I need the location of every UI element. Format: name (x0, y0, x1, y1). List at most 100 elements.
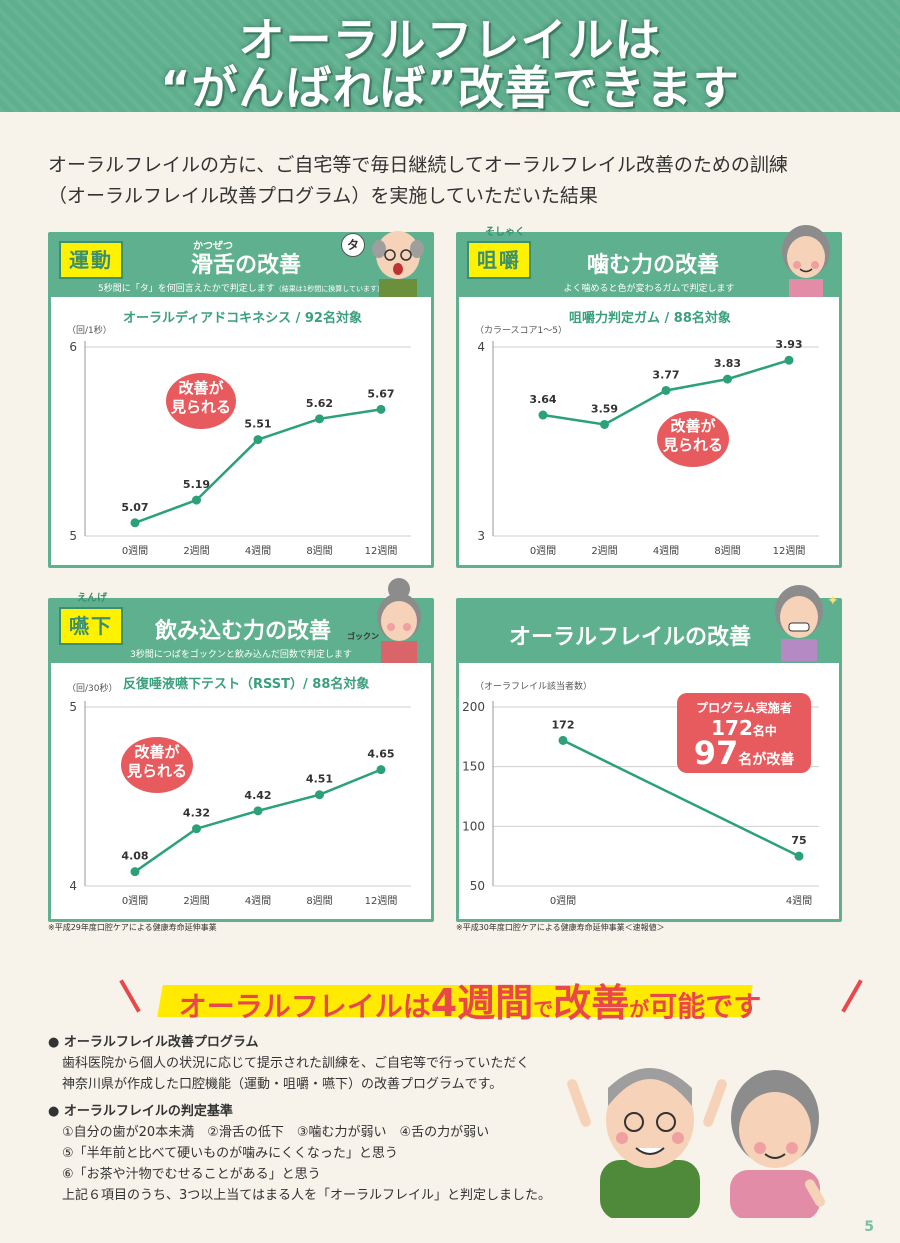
panel-chewing: 咀嚼 そしゃく 噛む力の改善 よく噛めると色が変わるガムで判定します 咀嚼力判定… (456, 225, 842, 568)
y-tick-label: 4 (477, 340, 485, 354)
tag-label: 咀嚼 (467, 241, 531, 279)
header-title-line2: “がんばれば”改善できます (160, 61, 740, 115)
speech-bubble: タ (341, 233, 365, 257)
x-tick-label: 2週間 (183, 545, 209, 557)
program-text-1: 歯科医院から個人の状況に応じて提示された訓練を、ご自宅等で行っていただく (62, 1056, 530, 1071)
x-tick-label: 0週間 (550, 895, 576, 907)
source-note-right: ※平成30年度口腔ケアによる健康寿命延伸事業＜速報値＞ (456, 923, 665, 932)
panel-swallowing: 嚥下 えんげ 飲み込む力の改善 3秒間につばをゴックンと飲み込んだ回数で判定しま… (48, 578, 434, 922)
x-tick-label: 8週間 (306, 545, 332, 557)
criteria-1: ①自分の歯が20本未満 ②滑舌の低下 ③噛む力が弱い ④舌の力が弱い (62, 1125, 490, 1140)
criteria-4: 上記６項目のうち、3つ以上当てはまる人を「オーラルフレイル」と判定しました。 (62, 1188, 552, 1203)
criteria-2: ⑤「半年前と比べて硬いものが噛みにくくなった」と思う (62, 1146, 398, 1161)
data-label: 5.67 (367, 387, 394, 400)
program-text-2: 神奈川県が作成した口腔機能（運動・咀嚼・嚥下）の改善プログラムです。 (62, 1077, 503, 1092)
intro-line1: オーラルフレイルの方に、ご自宅等で毎日継続してオーラルフレイル改善のための訓練 (48, 154, 788, 176)
data-point (192, 824, 201, 834)
panel-title: オーラルフレイルの改善 (509, 625, 752, 650)
intro-line2: （オーラルフレイル改善プログラム）を実施していただいた結果 (48, 185, 598, 207)
grandma-smile-illustration: ✦ (775, 585, 837, 661)
y-unit: （カラースコア1〜5） (475, 326, 568, 336)
page-number: 5 (864, 1219, 874, 1235)
y-tick-label: 3 (477, 529, 485, 543)
x-tick-label: 8週間 (714, 545, 740, 557)
source-note-left: ※平成29年度口腔ケアによる健康寿命延伸事業 (48, 923, 217, 932)
panel-articulation: 運動 かつぜつ 滑舌の改善 5秒間に「タ」を何回言えたかで判定します（結果は1秒… (48, 231, 434, 568)
data-point (723, 374, 732, 384)
svg-text:✦: ✦ (827, 593, 837, 609)
data-point (315, 790, 324, 800)
ruby-text: えんげ (77, 593, 107, 604)
data-label: 4.51 (306, 773, 333, 786)
data-label: 75 (791, 834, 806, 847)
data-point (192, 495, 201, 505)
grandpa-illustration (372, 231, 424, 297)
page-header: オーラルフレイルは “がんばれば”改善できます (0, 0, 900, 115)
panel-subtitle: 3秒間につばをゴックンと飲み込んだ回数で判定します (130, 650, 352, 660)
sfx-text: ゴックン (347, 632, 379, 641)
criteria-3: ⑥「お茶や汁物でむせることがある」と思う (62, 1167, 321, 1182)
series-line (562, 739, 800, 858)
line-chart-articulation: 5 6 5.07 5.19 5.51 5.62 5.67 0週間 2週間 4週間 8週間 12週間 (69, 340, 411, 557)
x-tick-label: 2週間 (591, 545, 617, 557)
data-label: 3.77 (652, 368, 679, 381)
intro-text: オーラルフレイルの方に、ご自宅等で毎日継続してオーラルフレイル改善のための訓練 … (48, 150, 868, 212)
x-tick-label: 12週間 (365, 545, 398, 557)
data-label: 3.93 (775, 338, 802, 351)
data-label: 4.65 (367, 748, 394, 761)
callout-improvement: 改善が 見られる (166, 373, 236, 429)
x-tick-label: 4週間 (653, 545, 679, 557)
chart-title: 反復唾液嚥下テスト（RSST）/ 88名対象 (123, 677, 370, 692)
data-label: 5.07 (121, 501, 148, 514)
tag-label: 運動 (59, 241, 123, 279)
y-tick-label: 4 (69, 879, 77, 893)
y-unit: （オーラフレイル該当者数） (475, 682, 593, 692)
data-point (661, 385, 671, 395)
bullet-heading-program: ● オーラルフレイル改善プログラム (48, 1035, 259, 1050)
callout-improvement: 改善が 見られる (657, 411, 729, 467)
data-point (130, 867, 140, 877)
grandma-illustration (782, 225, 830, 297)
bullet-heading-criteria: ● オーラルフレイルの判定基準 (48, 1104, 233, 1119)
tag-label: 嚥下 (59, 607, 123, 645)
y-tick-label: 150 (462, 760, 485, 774)
data-label: 4.08 (121, 850, 148, 863)
y-tick-label: 5 (69, 700, 77, 714)
x-tick-label: 2週間 (183, 895, 209, 907)
data-label: 5.51 (244, 418, 271, 431)
data-label: 3.59 (591, 402, 618, 415)
x-tick-label: 8週間 (306, 895, 332, 907)
line-chart-chewing: 3 4 3.64 3.59 3.77 3.83 3.93 0週間 2週間 4週間 8週間 12週間 (477, 338, 819, 557)
x-tick-label: 4週間 (786, 895, 812, 907)
y-tick-label: 6 (69, 340, 77, 354)
data-point (784, 355, 794, 365)
panel-title: 噛む力の改善 (587, 253, 720, 278)
x-tick-label: 4週間 (245, 545, 271, 557)
panel-oral-frail: オーラルフレイルの改善 ✦ （オーラフレイル該当者数） 50 100 150 200 1… (456, 585, 842, 922)
y-tick-label: 50 (470, 879, 485, 893)
data-point (538, 410, 548, 420)
ruby-text: そしゃく (485, 227, 525, 238)
panel-title: 飲み込む力の改善 (155, 619, 332, 644)
data-point (130, 518, 140, 528)
x-tick-label: 12週間 (365, 895, 398, 907)
callout-improvement: 改善が 見られる (121, 737, 193, 793)
ruby-text: かつぜつ (193, 241, 233, 252)
data-label: 5.19 (183, 478, 210, 491)
panel-subtitle: よく噛めると色が変わるガムで判定します (563, 284, 735, 294)
callout-result: プログラム実施者 172名中 97名が改善 (677, 693, 811, 773)
data-point (558, 735, 568, 745)
data-point (253, 806, 263, 816)
x-tick-label: 0週間 (122, 545, 148, 557)
grandma-swallow-illustration (377, 578, 421, 663)
accent-slash-left (119, 979, 141, 1013)
data-label: 3.64 (529, 393, 556, 406)
panel-header: 運動 かつぜつ 滑舌の改善 5秒間に「タ」を何回言えたかで判定します（結果は1秒… (51, 231, 431, 297)
panel-header: 嚥下 えんげ 飲み込む力の改善 3秒間につばをゴックンと飲み込んだ回数で判定しま… (51, 578, 431, 663)
data-label: 172 (552, 718, 575, 731)
y-tick-label: 200 (462, 700, 485, 714)
data-point (600, 419, 609, 429)
y-unit: （回/1秒） (67, 326, 112, 336)
data-point (794, 851, 804, 861)
conclusion-text: オーラルフレイルは4週間で改善が可能です (178, 981, 762, 1025)
